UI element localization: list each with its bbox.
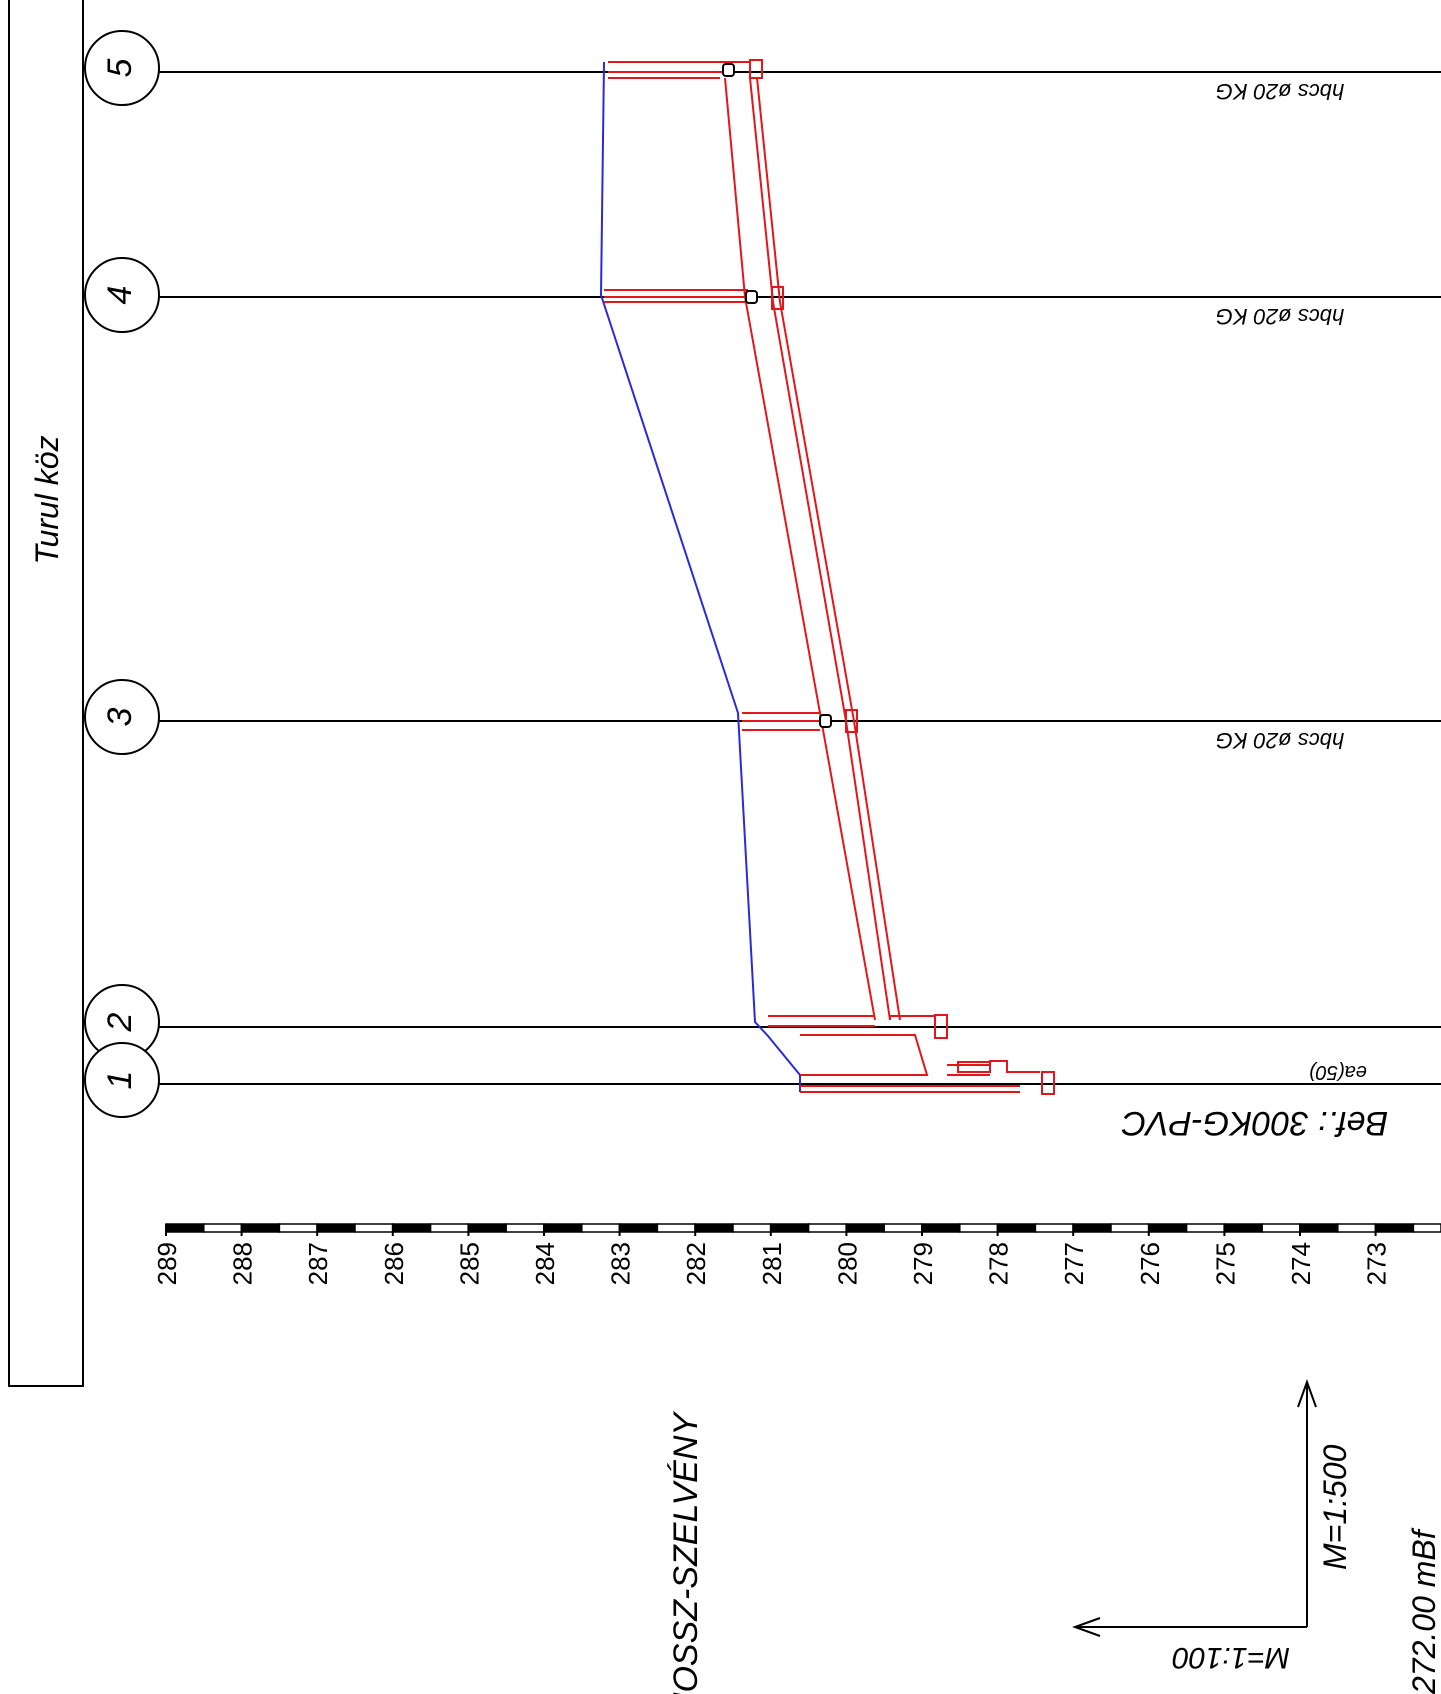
scale-bar-segment xyxy=(1337,1223,1377,1233)
scale-bar-segment xyxy=(1412,1223,1441,1233)
sewer-pipe-profile xyxy=(604,59,1055,1095)
scale-bar-segment xyxy=(959,1223,999,1233)
station-note-1: ea(50) xyxy=(1309,1061,1367,1083)
scale-bar-segment xyxy=(316,1223,356,1233)
station-circle-4 xyxy=(84,257,160,333)
manhole-marker-3 xyxy=(819,714,832,728)
elevation-tick-label: 288 xyxy=(228,1242,258,1285)
station-lines xyxy=(157,71,1441,1085)
elevation-scale-bar xyxy=(165,1223,1441,1236)
street-label: Turul köz xyxy=(29,435,65,564)
station-number-4: 4 xyxy=(101,286,139,305)
scale-bar-segment xyxy=(1110,1223,1150,1233)
scale-bar-segment xyxy=(1223,1223,1263,1233)
scale-bar-segment xyxy=(240,1223,281,1233)
scale-bar-segment xyxy=(807,1223,848,1233)
scale-bar-segment xyxy=(770,1223,810,1233)
scale-bar-segment xyxy=(354,1223,394,1233)
scale-bar-segment xyxy=(921,1223,961,1233)
elevation-tick-label: 277 xyxy=(1059,1242,1089,1285)
station-circle-5 xyxy=(84,30,160,106)
station-note-4: hbcs ø20 KG xyxy=(1216,304,1344,329)
station-note-3: hbcs ø20 KG xyxy=(1216,728,1344,753)
terrain-line xyxy=(599,61,801,1092)
scale-bar-segment xyxy=(656,1223,696,1233)
scale-bar-segment xyxy=(1034,1223,1074,1233)
scale-arrows xyxy=(1072,1379,1317,1637)
scale-bar-segment xyxy=(618,1223,659,1233)
elevation-tick-label: 274 xyxy=(1286,1242,1316,1285)
scale-vertical: M=1:500 xyxy=(1317,1444,1353,1570)
street-strip xyxy=(8,0,84,1387)
elevation-tick-label: 287 xyxy=(303,1242,333,1285)
station-number-5: 5 xyxy=(101,58,139,77)
scale-bar-segment xyxy=(732,1223,772,1233)
scale-bar-segment xyxy=(1261,1223,1301,1233)
scale-bar-segment xyxy=(1072,1223,1112,1233)
elevation-tick-label: 275 xyxy=(1210,1242,1240,1285)
elevation-tick-label: 282 xyxy=(681,1242,711,1285)
manhole-markers xyxy=(722,63,832,728)
scale-bar-segment xyxy=(203,1223,243,1233)
elevation-tick-label: 276 xyxy=(1135,1242,1165,1285)
elevation-tick-label: 285 xyxy=(454,1242,484,1285)
scale-bar-segment xyxy=(1185,1223,1226,1233)
manhole-marker-5 xyxy=(722,63,735,77)
scale-bar-segment xyxy=(505,1223,545,1233)
station-number-3: 3 xyxy=(101,707,139,726)
profile-title: HOSSZ-SZELVÉNY xyxy=(667,1411,705,1694)
scale-bar-segment xyxy=(278,1223,318,1233)
datum-label: 272.00 mBf xyxy=(1406,1527,1441,1694)
scale-bar-segment xyxy=(1299,1223,1339,1233)
elevation-tick-label: 281 xyxy=(757,1242,787,1285)
elevation-ticks: 289 288 287 286 285 284 283 282 281 280 279 278 277 2… xyxy=(152,1242,1392,1285)
scale-bar-segment xyxy=(996,1223,1037,1233)
scale-bar-segment xyxy=(1374,1223,1415,1233)
connection-note: Bef.: 300KG-PVC xyxy=(1121,1104,1388,1142)
scale-bar-segment xyxy=(1148,1223,1188,1233)
station-note-5: hbcs ø20 KG xyxy=(1216,79,1344,104)
elevation-tick-label: 278 xyxy=(984,1242,1014,1285)
scale-bar-segment xyxy=(467,1223,507,1233)
scale-bar-segment xyxy=(694,1223,734,1233)
elevation-tick-label: 289 xyxy=(152,1242,182,1285)
scale-bar-segment xyxy=(429,1223,470,1233)
scale-horizontal: M=1:100 xyxy=(1172,1641,1290,1674)
elevation-tick-label: 273 xyxy=(1362,1242,1392,1285)
station-circle-3 xyxy=(84,679,160,755)
scale-bar-segment xyxy=(883,1223,923,1233)
scale-bar-segment xyxy=(543,1223,583,1233)
elevation-tick-label: 279 xyxy=(908,1242,938,1285)
station-circle-1 xyxy=(84,1042,160,1118)
scale-bar-segment xyxy=(165,1223,205,1233)
scale-bar-segment xyxy=(392,1223,432,1233)
elevation-tick-label: 286 xyxy=(379,1242,409,1285)
scale-bar-segment xyxy=(845,1223,885,1233)
manhole-marker-4 xyxy=(745,290,758,304)
station-number-1: 1 xyxy=(101,1071,139,1090)
station-number-2: 2 xyxy=(101,1012,139,1032)
elevation-tick-label: 283 xyxy=(606,1242,636,1285)
elevation-tick-label: 280 xyxy=(832,1242,862,1285)
scale-bar-segment xyxy=(581,1223,621,1233)
station-markers xyxy=(84,30,160,1118)
elevation-tick-label: 284 xyxy=(530,1242,560,1285)
